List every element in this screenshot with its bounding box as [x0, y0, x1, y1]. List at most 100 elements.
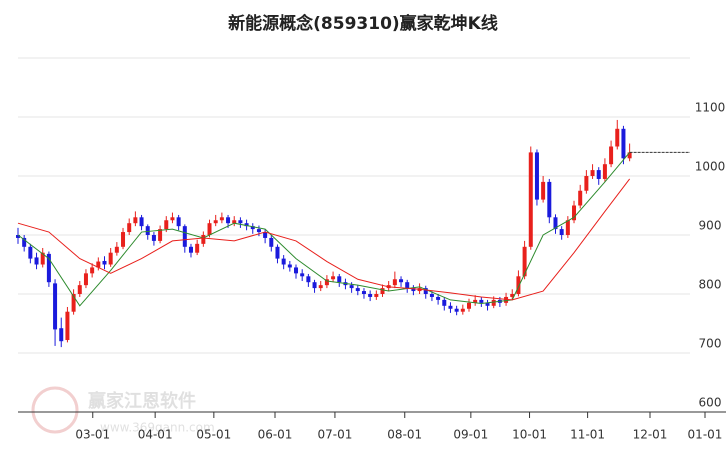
watermark: 赢家江恩软件 www.369gann.com: [31, 386, 215, 435]
candle-body: [572, 205, 577, 221]
y-tick-label: 1000: [695, 160, 726, 174]
candle-body: [534, 152, 539, 200]
candle-body: [337, 276, 342, 283]
candle-body: [16, 235, 20, 238]
candle-body: [182, 226, 187, 247]
candle-body: [232, 220, 237, 224]
candle-body: [578, 190, 583, 206]
candle-body: [361, 291, 366, 294]
x-tick-label: 04-01: [138, 428, 173, 442]
candle-body: [46, 253, 51, 283]
candle-body: [244, 223, 249, 227]
x-tick-label: 03-01: [75, 428, 110, 442]
candle-body: [238, 220, 243, 224]
candle-body: [269, 237, 274, 247]
candle-body: [368, 294, 373, 297]
candle-body: [349, 285, 354, 289]
candle-body: [151, 235, 156, 241]
candle-body: [263, 232, 268, 238]
candle-body: [71, 294, 76, 312]
candle-body: [405, 282, 410, 289]
candle-body: [466, 302, 471, 309]
watermark-brand: 赢家江恩软件: [88, 390, 196, 412]
candle-body: [139, 217, 144, 227]
y-tick-label: 800: [699, 278, 722, 292]
candle-body: [294, 267, 299, 274]
candle-body: [473, 299, 478, 303]
candle-body: [40, 252, 45, 265]
candle-body: [485, 302, 490, 306]
candle-body: [411, 288, 416, 292]
candle-body: [158, 229, 163, 241]
chart-title: 新能源概念(859310)赢家乾坤K线: [228, 13, 498, 34]
candle-body: [306, 276, 311, 283]
y-tick-label: 1100: [695, 101, 726, 115]
y-tick-label: 600: [699, 396, 722, 410]
candle-body: [516, 276, 521, 294]
candle-body: [547, 181, 552, 218]
candle-body: [584, 176, 589, 191]
candle-body: [627, 152, 632, 159]
x-tick-label: 11-01: [570, 428, 605, 442]
candle-body: [504, 296, 509, 303]
candle-body: [374, 294, 379, 297]
candle-body: [114, 246, 119, 253]
x-tick-label: 12-01: [633, 428, 668, 442]
candle-body: [170, 217, 175, 221]
candle-body: [219, 217, 224, 221]
candle-body: [596, 170, 601, 179]
candle-body: [300, 273, 305, 277]
candle-body: [213, 220, 218, 224]
candle-body: [331, 276, 336, 280]
candle-body: [250, 226, 255, 230]
moving-average: [17, 152, 631, 307]
candle-body: [565, 220, 570, 235]
candle-body: [195, 243, 200, 253]
candle-body: [559, 229, 564, 235]
candle-body: [380, 288, 385, 294]
candle-body: [281, 258, 286, 265]
candle-body: [22, 237, 27, 247]
candle-body: [312, 282, 317, 289]
candle-body: [145, 226, 150, 235]
watermark-url: www.369gann.com: [100, 421, 215, 435]
candle-body: [164, 220, 169, 230]
x-tick-label: 09-01: [453, 428, 488, 442]
candle-body: [121, 232, 126, 247]
candle-body: [615, 128, 620, 147]
candle-body: [256, 229, 261, 233]
candle-body: [275, 246, 280, 259]
candle-body: [96, 261, 101, 268]
x-tick-label: 08-01: [387, 428, 422, 442]
candle-body: [553, 217, 558, 230]
candle-body: [127, 223, 132, 233]
candle-body: [59, 328, 64, 342]
y-tick-label: 700: [699, 337, 722, 351]
y-tick-label: 900: [699, 219, 722, 233]
x-tick-label: 05-01: [196, 428, 231, 442]
candle-body: [133, 217, 138, 224]
candle-body: [590, 170, 595, 176]
candle-body: [541, 181, 546, 200]
candle-body: [399, 279, 404, 283]
candle-body: [602, 164, 607, 179]
candle-body: [454, 308, 459, 312]
candle-body: [491, 299, 496, 306]
candle-body: [528, 152, 533, 247]
candle-body: [102, 260, 107, 265]
candle-body: [609, 146, 614, 165]
x-tick-label: 10-01: [512, 428, 547, 442]
candle-body: [460, 308, 465, 312]
candle-body: [226, 217, 231, 224]
x-tick-label: 07-01: [317, 428, 352, 442]
candle-body: [355, 288, 360, 292]
candle-body: [621, 128, 626, 159]
candle-body: [83, 273, 88, 286]
candle-body: [479, 299, 484, 303]
candle-body: [77, 285, 82, 294]
candle-body: [90, 267, 95, 274]
candle-body: [201, 235, 206, 244]
candle-body: [392, 279, 397, 286]
candle-body: [28, 246, 33, 259]
x-tick-label: 01-01: [688, 428, 723, 442]
